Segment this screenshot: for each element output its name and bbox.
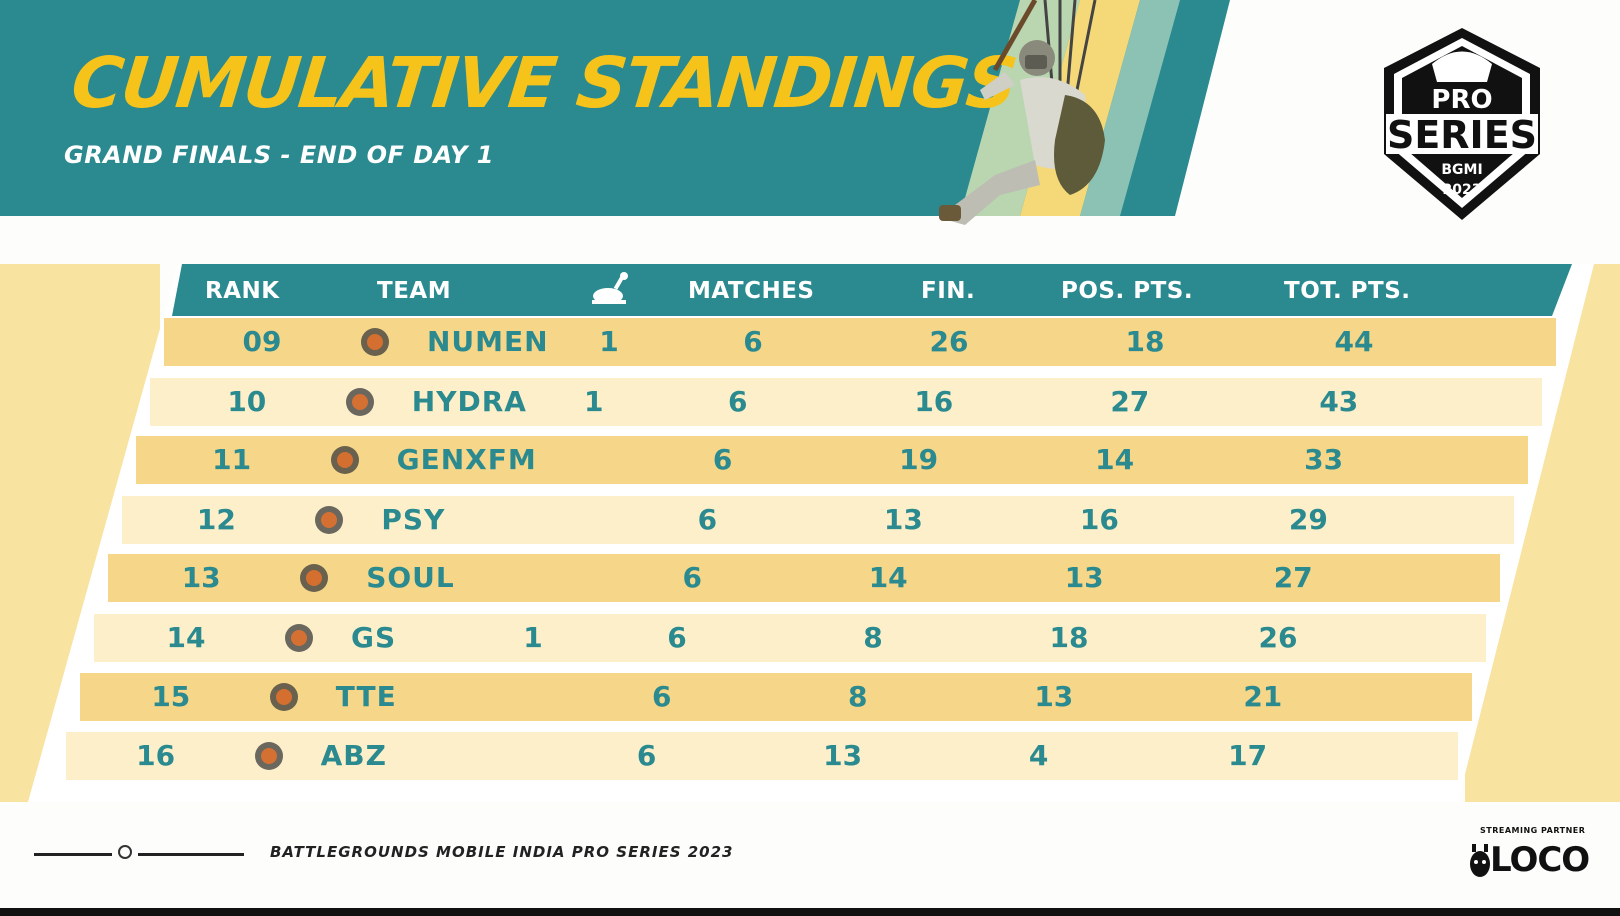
- matches-cell: 6: [743, 325, 763, 358]
- matches-cell: 6: [636, 739, 657, 772]
- footer-divider: [34, 853, 112, 856]
- rank-cell: 15: [151, 680, 191, 713]
- fin-cell: 16: [914, 385, 954, 418]
- col-header-matches: MATCHES: [688, 278, 815, 304]
- fin-cell: 13: [883, 503, 923, 536]
- team-name-cell: HYDRA: [411, 385, 527, 418]
- rank-cell: 14: [166, 621, 206, 654]
- matches-cell: 6: [667, 621, 687, 654]
- footer-circle: [118, 845, 132, 859]
- table-row: 09 NUMEN 1 6 26 18 44: [164, 318, 1556, 366]
- fin-cell: 8: [848, 680, 868, 713]
- wwcd-cell: 1: [584, 385, 604, 418]
- pos-pts-cell: 18: [1049, 621, 1089, 654]
- col-header-rank: RANK: [205, 278, 280, 304]
- col-header-tot: TOT. PTS.: [1284, 278, 1411, 304]
- col-header-team: TEAM: [377, 278, 452, 304]
- pos-pts-cell: 16: [1079, 503, 1119, 536]
- matches-cell: 6: [712, 443, 733, 476]
- tot-pts-cell: 17: [1228, 739, 1268, 772]
- pos-pts-cell: 14: [1095, 443, 1135, 476]
- fin-cell: 19: [899, 443, 939, 476]
- tot-pts-cell: 26: [1258, 621, 1298, 654]
- fin-cell: 8: [863, 621, 883, 654]
- table-row: 16 ABZ 6 13 4 17: [66, 732, 1458, 780]
- table-row: 12 PSY 6 13 16 29: [122, 496, 1514, 544]
- pos-pts-cell: 18: [1125, 325, 1165, 358]
- pos-pts-cell: 13: [1034, 680, 1074, 713]
- matches-cell: 6: [652, 680, 672, 713]
- team-logo-icon: [285, 624, 313, 652]
- team-name-cell: GENXFM: [396, 443, 537, 476]
- team-name-cell: TTE: [335, 680, 397, 713]
- svg-text:SERIES: SERIES: [1387, 113, 1537, 157]
- matches-cell: 6: [682, 561, 702, 594]
- svg-text:PRO: PRO: [1431, 85, 1492, 115]
- fin-cell: 13: [823, 739, 863, 772]
- team-name-cell: NUMEN: [427, 325, 549, 358]
- streaming-partner-name: LOCO: [1490, 840, 1590, 880]
- team-logo-icon: [300, 564, 329, 592]
- rank-cell: 12: [196, 503, 236, 536]
- table-row: 13 SOUL 6 14 13 27: [108, 554, 1500, 602]
- matches-cell: 6: [697, 503, 718, 536]
- page-subtitle: GRAND FINALS - END OF DAY 1: [64, 141, 494, 169]
- matches-cell: 6: [728, 385, 748, 418]
- team-logo-icon: [254, 742, 283, 770]
- rank-cell: 11: [212, 443, 252, 476]
- tot-pts-cell: 43: [1319, 385, 1359, 418]
- svg-text:2023: 2023: [1443, 182, 1482, 198]
- rank-cell: 10: [227, 385, 267, 418]
- footer-divider: [138, 853, 244, 856]
- pos-pts-cell: 13: [1064, 561, 1104, 594]
- tot-pts-cell: 44: [1334, 325, 1374, 358]
- page-title: CUMULATIVE STANDINGS: [67, 42, 1020, 124]
- chicken-dinner-icon: [592, 272, 628, 304]
- rank-cell: 09: [242, 325, 282, 358]
- wwcd-cell: 1: [599, 325, 619, 358]
- team-logo-icon: [361, 328, 389, 356]
- loco-mascot-icon: [1470, 844, 1490, 877]
- team-logo-icon: [269, 683, 298, 711]
- team-logo-icon: [330, 446, 359, 474]
- table-row: 15 TTE 6 8 13 21: [80, 673, 1472, 721]
- tot-pts-cell: 29: [1288, 503, 1328, 536]
- col-header-pos: POS. PTS.: [1061, 278, 1194, 304]
- pos-pts-cell: 4: [1028, 739, 1049, 772]
- table-row: 10 HYDRA 1 6 16 27 43: [150, 378, 1542, 426]
- table-row: 11 GENXFM 6 19 14 33: [136, 436, 1528, 484]
- team-logo-icon: [315, 506, 344, 534]
- team-name-cell: GS: [351, 621, 397, 654]
- tot-pts-cell: 21: [1243, 680, 1283, 713]
- svg-text:BGMI: BGMI: [1441, 162, 1482, 178]
- tot-pts-cell: 33: [1304, 443, 1344, 476]
- team-name-cell: ABZ: [320, 739, 387, 772]
- tot-pts-cell: 27: [1273, 561, 1313, 594]
- rank-cell: 13: [181, 561, 221, 594]
- pro-series-logo: PRO SERIES BGMI 2023: [1384, 28, 1540, 220]
- team-name-cell: PSY: [381, 503, 446, 536]
- team-logo-icon: [345, 388, 374, 416]
- fin-cell: 14: [868, 561, 908, 594]
- table-row: 14 GS 1 6 8 18 26: [94, 614, 1486, 662]
- col-header-fin: FIN.: [921, 278, 976, 304]
- pos-pts-cell: 27: [1110, 385, 1150, 418]
- fin-cell: 26: [929, 325, 969, 358]
- paratrooper-illustration: [939, 0, 1105, 225]
- rank-cell: 16: [136, 739, 176, 772]
- bottom-bar: [0, 908, 1620, 916]
- streaming-partner-label: STREAMING PARTNER: [1480, 826, 1586, 835]
- table-header-row: [172, 264, 1572, 316]
- wwcd-cell: 1: [523, 621, 543, 654]
- footer-text: BATTLEGROUNDS MOBILE INDIA PRO SERIES 20…: [270, 843, 734, 861]
- team-name-cell: SOUL: [366, 561, 455, 594]
